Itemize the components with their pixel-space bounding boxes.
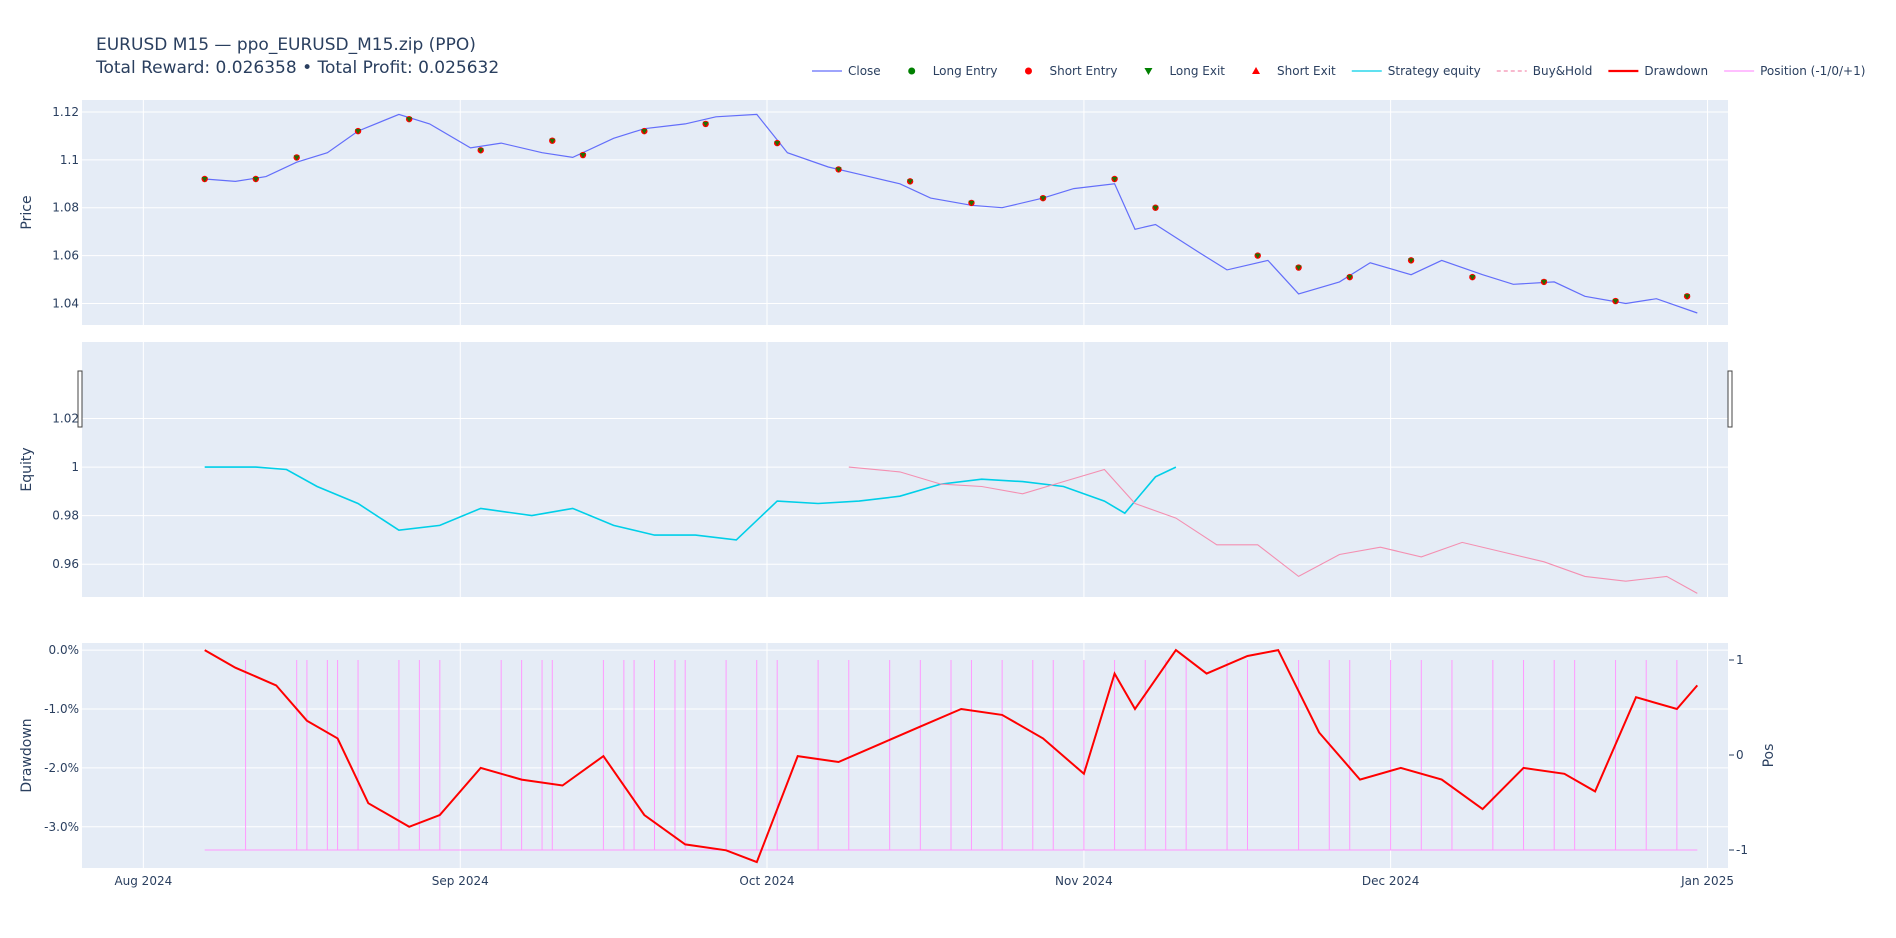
x-tick-label: Oct 2024 [739,874,794,888]
buy-hold-line [848,466,1698,594]
equity-panel[interactable]: 0.96 0.98 1 1.02 Equity [19,342,1733,597]
long-exit-marker [201,176,208,182]
drawdown-panel[interactable]: 0.0% -1.0% -2.0% -3.0% Drawdown 1 0 -1 Pos Aug 20… [19,643,1777,888]
long-exit-marker [1295,265,1302,271]
long-exit-marker [968,200,975,206]
y-tick-label: -2.0% [44,761,79,775]
long-exit-marker [1040,196,1047,202]
long-exit-marker [477,148,484,154]
long-exit-marker [406,117,413,123]
long-exit-marker [1346,275,1353,281]
legend-item[interactable]: Short Exit [1252,64,1336,78]
long-exit-marker [1111,176,1118,182]
x-tick-label: Aug 2024 [114,874,172,888]
y-axis-title: Price [19,195,35,229]
legend-item[interactable]: Position (-1/0/+1) [1724,64,1865,78]
y-tick-label: 1.04 [52,296,79,310]
legend-label: Short Exit [1277,64,1336,78]
legend-item[interactable]: Long Entry [908,64,997,78]
x-tick-label: Jan 2025 [1680,874,1734,888]
legend-item[interactable]: Drawdown [1608,64,1708,78]
y2-tick-label: 1 [1736,653,1744,667]
y-tick-label: 1.08 [52,201,79,215]
plot-background [82,100,1728,325]
price-panel[interactable]: 1.04 1.06 1.08 1.1 1.12 Price [19,100,1728,325]
legend-swatch [1252,67,1261,74]
y-tick-label: -3.0% [44,820,79,834]
x-tick-label: Nov 2024 [1055,874,1113,888]
long-exit-marker [641,129,648,135]
legend-item[interactable]: Buy&Hold [1496,64,1593,78]
chart-title-line2: Total Reward: 0.026358 • Total Profit: 0… [95,58,499,78]
legend-label: Position (-1/0/+1) [1760,64,1865,78]
legend-label: Drawdown [1644,64,1708,78]
legend-swatch [1144,68,1153,75]
legend-item[interactable]: Short Entry [1024,64,1117,78]
chart-title: EURUSD M15 — ppo_EURUSD_M15.zip (PPO) To… [95,35,499,78]
y2-tick-label: -1 [1736,843,1748,857]
y-tick-label: -1.0% [44,702,79,716]
y-tick-label: 1.06 [52,249,79,263]
legend-label: Strategy equity [1388,64,1481,78]
long-exit-marker [1254,253,1261,259]
y-tick-label: 0.98 [52,509,79,523]
legend-label: Close [848,64,881,78]
long-exit-marker [1612,299,1619,305]
legend-label: Short Entry [1049,64,1117,78]
long-exit-marker [1469,275,1476,281]
x-tick-label: Dec 2024 [1362,874,1420,888]
legend-label: Long Exit [1169,64,1225,78]
y-tick-label: 0.96 [52,557,79,571]
long-exit-marker [835,167,842,173]
legend-swatch [1024,67,1032,75]
chart-legend[interactable]: Close Long Entry Short Entry Long Exit Short… [812,64,1865,78]
legend-label: Buy&Hold [1533,64,1593,78]
long-exit-marker [252,176,259,182]
x-tick-label: Sep 2024 [432,874,489,888]
chart-title-line1: EURUSD M15 — ppo_EURUSD_M15.zip (PPO) [96,35,476,55]
legend-label: Long Entry [933,64,998,78]
y2-tick-label: 0 [1736,748,1744,762]
y-axis-title: Equity [19,447,35,491]
range-handle-left[interactable] [77,370,83,428]
long-exit-marker [355,129,362,135]
legend-item[interactable]: Close [812,64,881,78]
strategy-equity-line [204,466,1177,541]
y-tick-label: 1.12 [52,105,79,119]
y-tick-label: 1.1 [60,153,79,167]
drawdown-line [204,648,1699,864]
range-handle-right[interactable] [1727,370,1733,428]
long-exit-marker [1684,294,1691,300]
long-exit-marker [549,138,556,144]
long-exit-marker [702,121,709,127]
legend-item[interactable]: Strategy equity [1351,64,1481,78]
long-exit-marker [774,141,781,147]
y-tick-label: 0.0% [49,643,80,657]
long-exit-marker [1152,205,1159,211]
long-exit-marker [907,179,914,185]
y-tick-label: 1 [71,460,79,474]
plot-background [82,643,1728,868]
legend-item[interactable]: Long Exit [1144,64,1225,78]
long-exit-marker [293,155,300,161]
chart-panels: 1.04 1.06 1.08 1.1 1.12 Price 0.96 0.98 1 1.02 Equ… [19,100,1777,888]
y-axis-title: Drawdown [19,718,35,792]
long-exit-marker [1408,258,1415,264]
legend-swatch [908,67,916,75]
plot-background [82,342,1728,597]
close-price-line [204,113,1698,314]
y2-axis-title: Pos [1761,744,1777,768]
y-tick-label: 1.02 [52,412,79,426]
long-exit-marker [1540,279,1547,285]
long-exit-marker [579,153,586,159]
